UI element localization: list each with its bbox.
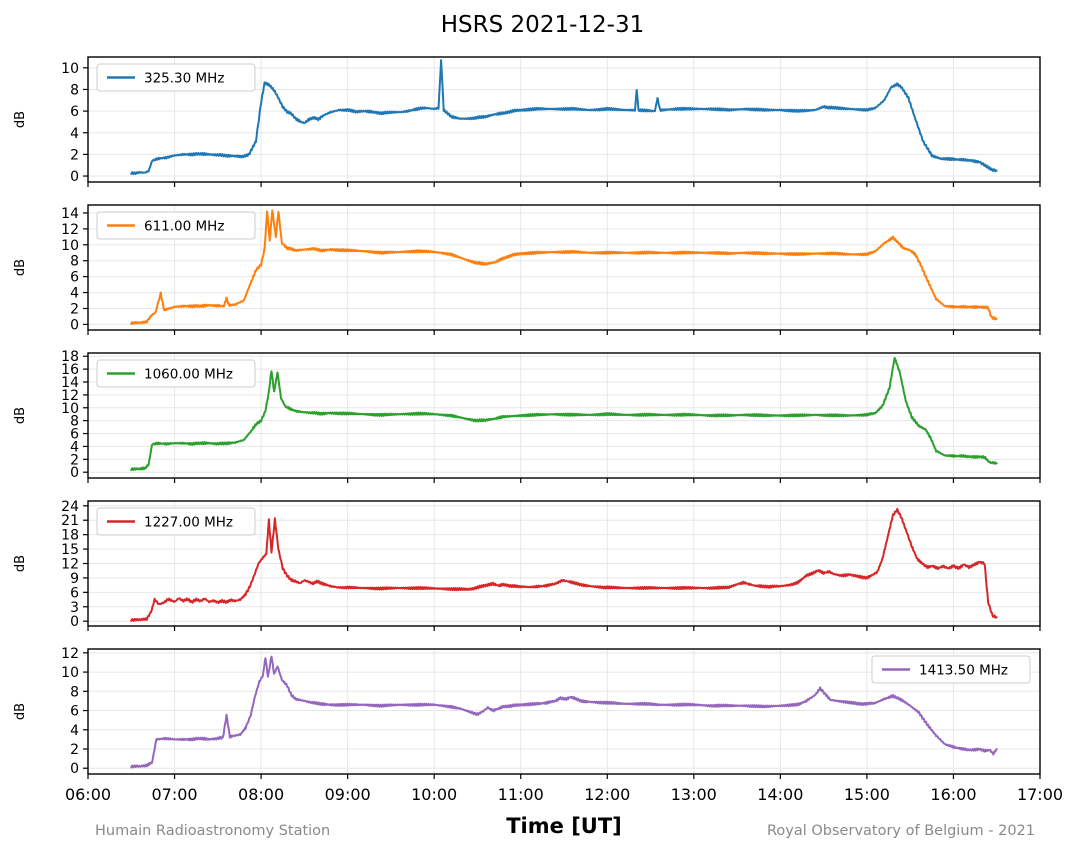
legend-label: 611.00 MHz: [144, 219, 224, 235]
y-tick-label: 4: [70, 439, 79, 455]
y-axis-label: dB: [13, 703, 28, 720]
legend-1227-00-mhz: 1227.00 MHz: [96, 507, 256, 536]
legend-label: 1060.00 MHz: [144, 367, 233, 383]
y-tick-label: 14: [61, 375, 79, 391]
x-tick-label: 17:00: [1017, 785, 1063, 804]
y-tick-label: 6: [70, 585, 79, 601]
x-tick-label: 07:00: [151, 785, 197, 804]
legend-611-00-mhz: 611.00 MHz: [96, 211, 256, 240]
series-line-1060-00-mhz: [130, 357, 998, 472]
y-tick-label: 10: [61, 238, 79, 254]
x-tick-label: 10:00: [411, 785, 457, 804]
y-tick-label: 18: [61, 349, 79, 365]
y-tick-label: 6: [70, 427, 79, 443]
y-tick-label: 4: [70, 286, 79, 302]
y-tick-label: 12: [61, 557, 79, 573]
y-tick-label: 0: [70, 614, 79, 630]
x-tick-label: 16:00: [930, 785, 976, 804]
y-axis-label: dB: [13, 555, 28, 572]
y-tick-label: 12: [61, 646, 79, 662]
y-axis-label: dB: [13, 407, 28, 424]
y-tick-label: 2: [70, 147, 79, 163]
y-tick-label: 2: [70, 742, 79, 758]
legend-1060-00-mhz: 1060.00 MHz: [96, 359, 256, 388]
x-tick-label: 11:00: [498, 785, 544, 804]
axes-frame: [87, 352, 1041, 479]
y-axis-label: dB: [13, 259, 28, 276]
axes-frame: [87, 648, 1041, 775]
legend-box: [96, 507, 256, 536]
x-tick-label: 06:00: [65, 785, 111, 804]
legend-1413-50-mhz: 1413.50 MHz: [871, 655, 1031, 684]
legend-label: 1413.50 MHz: [919, 663, 1008, 679]
y-tick-label: 14: [61, 206, 79, 222]
y-tick-label: 0: [70, 169, 79, 185]
x-tick-label: 12:00: [584, 785, 630, 804]
y-tick-label: 8: [70, 82, 79, 98]
x-axis-label: Time [UT]: [506, 814, 622, 838]
y-tick-label: 8: [70, 414, 79, 430]
panel-325-30-mhz: 0 2 4 6 8 10 dB 325.30 MHz: [13, 56, 1041, 187]
y-tick-label: 6: [70, 104, 79, 120]
y-tick-label: 9: [70, 571, 79, 587]
x-tick-label: 15:00: [844, 785, 890, 804]
y-tick-label: 12: [61, 388, 79, 404]
y-tick-label: 0: [70, 761, 79, 777]
y-tick-label: 21: [61, 513, 79, 529]
axes-frame: [87, 500, 1041, 627]
legend-label: 1227.00 MHz: [144, 515, 233, 531]
panel-1413-50-mhz: 0 2 4 6 8 10 12 dB 1413.50 MHz: [13, 646, 1041, 779]
y-tick-label: 10: [61, 61, 79, 77]
y-tick-label: 10: [61, 665, 79, 681]
y-tick-label: 4: [70, 723, 79, 739]
y-tick-label: 2: [70, 452, 79, 468]
series-line-1413-50-mhz: [130, 655, 998, 769]
x-tick-label: 08:00: [238, 785, 284, 804]
legend-box: [96, 63, 256, 92]
legend-box: [96, 359, 256, 388]
y-tick-label: 24: [61, 499, 79, 515]
axes-frame: [87, 56, 1041, 183]
y-tick-label: 6: [70, 270, 79, 286]
y-tick-label: 12: [61, 222, 79, 238]
series-line-1227-00-mhz: [130, 507, 998, 622]
y-axis-label: dB: [13, 111, 28, 128]
y-tick-label: 18: [61, 528, 79, 544]
series-line-611-00-mhz: [130, 209, 998, 325]
y-tick-label: 4: [70, 126, 79, 142]
y-tick-label: 2: [70, 302, 79, 318]
legend-325-30-mhz: 325.30 MHz: [96, 63, 256, 92]
series-line-325-30-mhz: [130, 59, 998, 176]
y-tick-label: 6: [70, 704, 79, 720]
y-tick-label: 0: [70, 465, 79, 481]
footer-station: Humain Radioastronomy Station: [95, 823, 331, 839]
y-tick-label: 8: [70, 684, 79, 700]
y-tick-label: 3: [70, 600, 79, 616]
x-tick-label: 09:00: [325, 785, 371, 804]
y-tick-label: 15: [61, 542, 79, 558]
y-tick-label: 0: [70, 317, 79, 333]
y-tick-label: 8: [70, 254, 79, 270]
x-tick-label: 13:00: [671, 785, 717, 804]
axes-frame: [87, 204, 1041, 331]
y-tick-label: 16: [61, 362, 79, 378]
legend-box: [871, 655, 1031, 684]
legend-label: 325.30 MHz: [144, 71, 224, 87]
legend-box: [96, 211, 256, 240]
y-tick-label: 10: [61, 401, 79, 417]
footer-observatory: Royal Observatory of Belgium - 2021: [766, 823, 1035, 839]
chart-title: HSRS 2021-12-31: [440, 12, 645, 38]
x-tick-label: 14:00: [757, 785, 803, 804]
